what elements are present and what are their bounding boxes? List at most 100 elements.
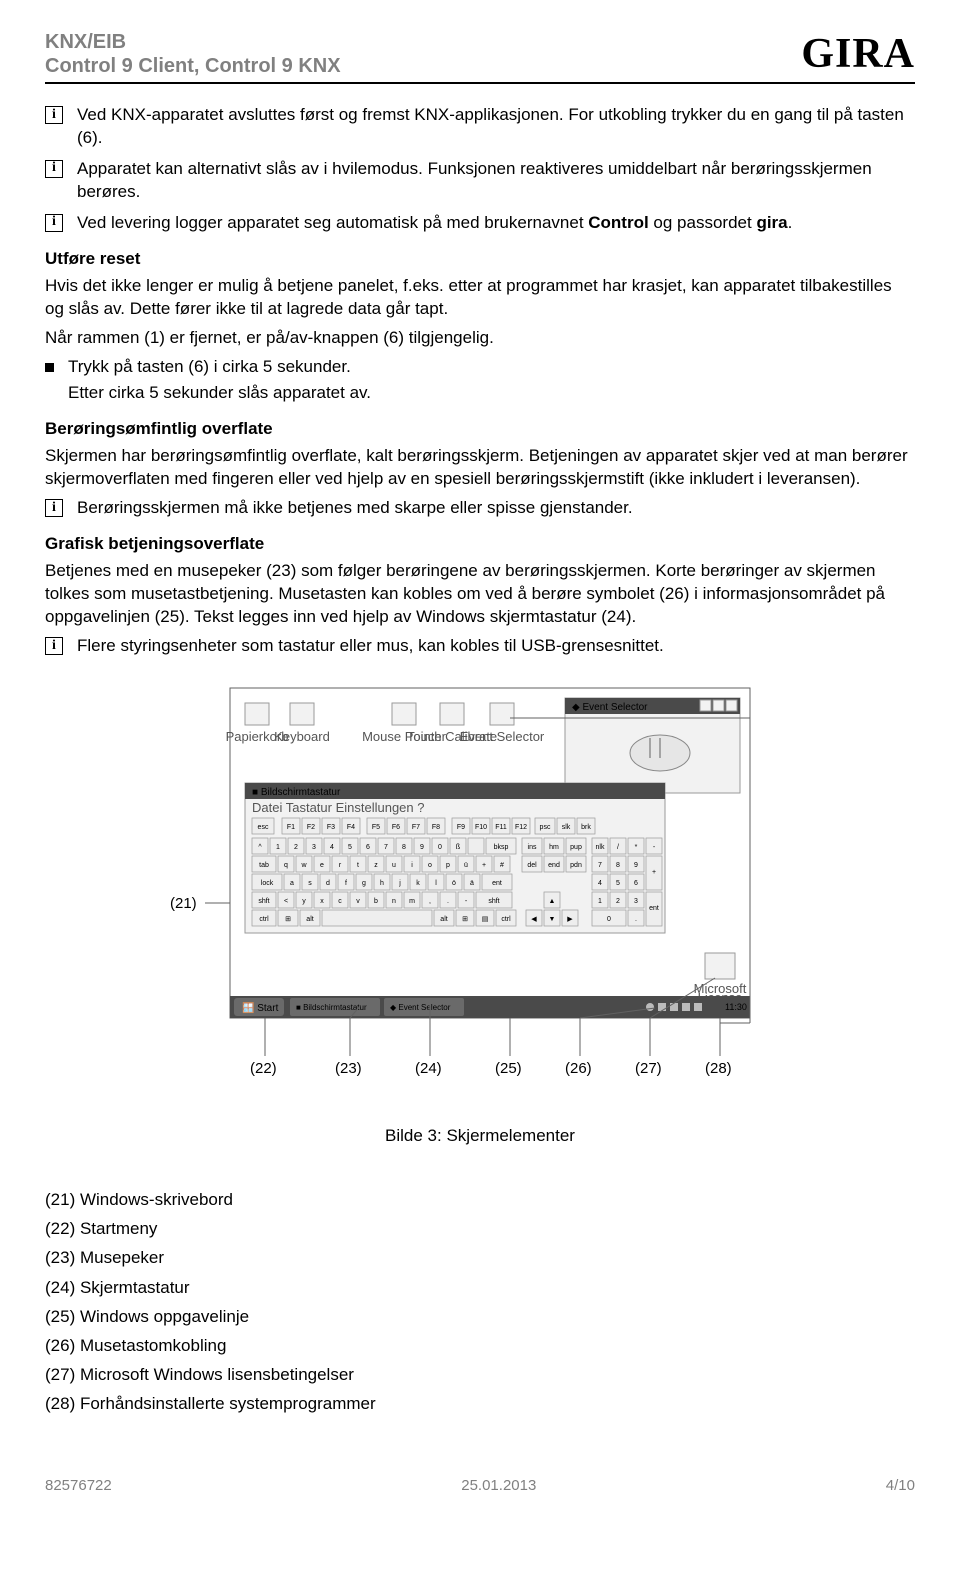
svg-text:h: h [380,880,384,887]
svg-text:t: t [357,862,359,869]
svg-text:shft: shft [488,898,499,905]
svg-text:4: 4 [330,844,334,851]
info-note-3: Ved levering logger apparatet seg automa… [45,212,915,235]
svg-text:lock: lock [261,880,274,887]
svg-text:3: 3 [634,898,638,905]
svg-text:g: g [362,880,366,887]
legend-26: (26) Musetastomkobling [45,1332,915,1359]
svg-text:z: z [374,862,378,869]
svg-text:q: q [284,862,288,869]
legend-21: (21) Windows-skrivebord [45,1186,915,1213]
svg-text:7: 7 [598,862,602,869]
legend-24: (24) Skjermtastatur [45,1274,915,1301]
svg-text:.: . [447,898,449,905]
svg-text:a: a [290,880,294,887]
svg-text:pup: pup [570,844,582,851]
svg-text:11:30: 11:30 [725,1002,747,1012]
gui-p1: Betjenes med en musepeker (23) som følge… [45,560,915,629]
svg-text:■ Bildschirmtastatur: ■ Bildschirmtastatur [252,787,341,798]
svg-text:🪟 Start: 🪟 Start [242,1001,279,1014]
gui-heading: Grafisk betjeningsoverflate [45,534,915,554]
svg-text:◀: ◀ [531,916,537,923]
svg-text:1: 1 [276,844,280,851]
svg-text:n: n [392,898,396,905]
svg-text:psc: psc [540,824,551,831]
svg-text:(23): (23) [335,1060,362,1077]
svg-text:F12: F12 [515,824,527,831]
footer-left: 82576722 [45,1477,112,1494]
svg-text:b: b [374,898,378,905]
svg-text:⊞: ⊞ [462,916,468,923]
svg-text:▤: ▤ [482,916,489,923]
legend-25: (25) Windows oppgavelinje [45,1303,915,1330]
svg-text:▶: ▶ [567,916,573,923]
footer-center: 25.01.2013 [461,1477,536,1494]
info-text-1: Ved KNX-apparatet avsluttes først og fre… [77,104,915,150]
info-icon [45,637,63,655]
header-left: KNX/EIB Control 9 Client, Control 9 KNX [45,30,341,78]
svg-text:p: p [446,862,450,869]
svg-text:c: c [338,898,342,905]
svg-text:▲: ▲ [549,898,556,905]
svg-text:4: 4 [598,880,602,887]
svg-text:esc: esc [258,824,269,831]
svg-text:alt: alt [306,916,313,923]
touch-note: Berøringsskjermen må ikke betjenes med s… [45,497,915,520]
info-icon [45,160,63,178]
svg-text:F5: F5 [372,824,380,831]
svg-text:del: del [527,862,537,869]
svg-text:j: j [398,880,401,887]
legend-22: (22) Startmeny [45,1215,915,1242]
svg-text:hm: hm [549,844,559,851]
svg-text:+: + [482,862,486,869]
info-note-2: Apparatet kan alternativt slås av i hvil… [45,158,915,204]
svg-text:(22): (22) [250,1060,277,1077]
svg-text:(25): (25) [495,1060,522,1077]
svg-text:Datei Tastatur Einstellungen: Datei Tastatur Einstellungen ? [252,800,424,815]
svg-text:ctrl: ctrl [501,916,511,923]
legend-23: (23) Musepeker [45,1244,915,1271]
bullet-icon [45,363,54,372]
svg-text:F1: F1 [287,824,295,831]
reset-after: Etter cirka 5 sekunder slås apparatet av… [68,382,915,405]
svg-text:brk: brk [581,824,591,831]
brand-logo: GIRA [801,30,915,78]
svg-text:m: m [409,898,415,905]
legend-27: (27) Microsoft Windows lisensbetingelser [45,1361,915,1388]
reset-p1: Hvis det ikke lenger er mulig å betjene … [45,275,915,321]
reset-heading: Utføre reset [45,249,915,269]
legend-28: (28) Forhåndsinstallerte systemprogramme… [45,1390,915,1417]
legend-list: (21) Windows-skrivebord (22) Startmeny (… [45,1186,915,1418]
touch-p1: Skjermen har berøringsømfintlig overflat… [45,445,915,491]
svg-text:6: 6 [634,880,638,887]
svg-text:6: 6 [366,844,370,851]
svg-text:Event Selector: Event Selector [460,729,545,744]
svg-text:F2: F2 [307,824,315,831]
svg-text:ctrl: ctrl [259,916,269,923]
svg-text:ü: ü [464,862,468,869]
svg-text:e: e [320,862,324,869]
footer-right: 4/10 [886,1477,915,1494]
svg-text:ins: ins [528,844,537,851]
svg-text:8: 8 [402,844,406,851]
svg-text:k: k [416,880,420,887]
svg-text:1: 1 [598,898,602,905]
info-note-1: Ved KNX-apparatet avsluttes først og fre… [45,104,915,150]
svg-text:F7: F7 [412,824,420,831]
svg-text:ö: ö [452,880,456,887]
svg-text:x: x [320,898,324,905]
svg-text:d: d [326,880,330,887]
figure-block: Papierkorb Keyboard Mouse Pointer Touch … [45,678,915,1146]
svg-text:0: 0 [607,916,611,923]
svg-text:9: 9 [634,862,638,869]
svg-text:2: 2 [616,898,620,905]
svg-text:F3: F3 [327,824,335,831]
touch-heading: Berøringsømfintlig overflate [45,419,915,439]
svg-text:alt: alt [440,916,447,923]
svg-text:slk: slk [562,824,571,831]
svg-text:F4: F4 [347,824,355,831]
svg-text:ent: ent [492,880,502,887]
header-title: KNX/EIB [45,30,341,54]
svg-text:tab: tab [259,862,269,869]
svg-text:5: 5 [616,880,620,887]
